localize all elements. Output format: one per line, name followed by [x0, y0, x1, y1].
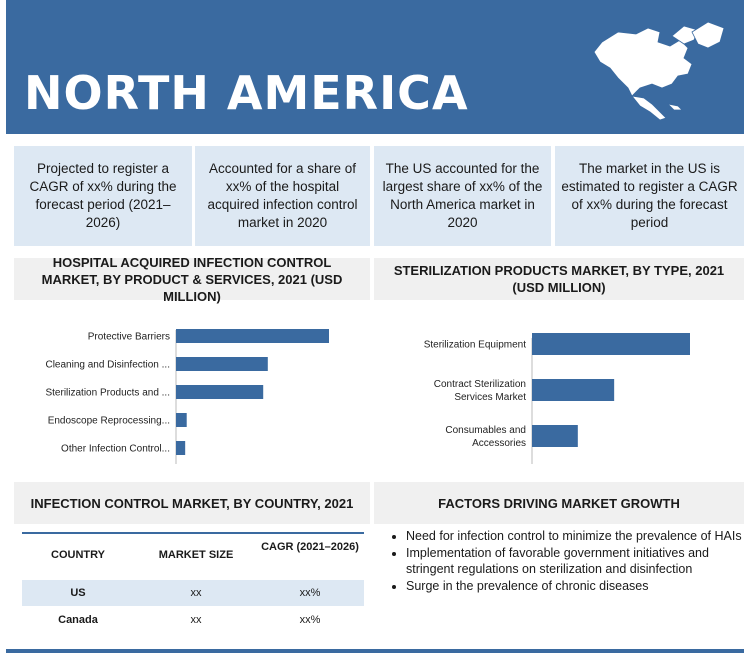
page-title: NORTH AMERICA	[24, 66, 469, 120]
chart-category-label: Other Infection Control...	[61, 444, 170, 455]
sterilization-type-bar-chart: Sterilization Equipment Contract Steriliz…	[424, 333, 690, 464]
factors-list: Need for infection control to minimize t…	[384, 528, 744, 594]
list-item: Implementation of favorable government i…	[406, 545, 744, 578]
chart-category-label: Accessories	[472, 438, 526, 449]
table-cell-country: Canada	[58, 614, 98, 626]
factors-title: FACTORS DRIVING MARKET GROWTH	[374, 482, 744, 524]
product-services-bar-chart: Protective Barriers Cleaning and Disinfec…	[45, 329, 329, 464]
highlight-box-share: Accounted for a share of xx% of the hosp…	[195, 146, 370, 246]
left-chart-title: HOSPITAL ACQUIRED INFECTION CONTROL MARK…	[14, 255, 370, 304]
chart-bar	[532, 425, 578, 447]
table-header-country: COUNTRY	[51, 549, 105, 561]
chart-bar	[176, 413, 187, 427]
table-title: INFECTION CONTROL MARKET, BY COUNTRY, 20…	[14, 482, 370, 524]
highlight-box-us-share: The US accounted for the largest share o…	[374, 146, 551, 246]
chart-bar	[176, 441, 186, 455]
highlight-text: Projected to register a CAGR of xx% duri…	[29, 161, 177, 230]
list-item: Need for infection control to minimize t…	[406, 528, 744, 545]
chart-category-label: Sterilization Products and ...	[45, 388, 170, 399]
table-cell-market-size: xx	[190, 614, 202, 626]
table-cell-cagr: xx%	[299, 587, 321, 599]
chart-category-label: Consumables and	[445, 425, 526, 436]
chart-category-label: Contract Sterilization	[434, 379, 526, 390]
chart-bar	[176, 329, 329, 343]
table-top-rule	[22, 532, 364, 534]
chart-category-label: Sterilization Equipment	[424, 340, 526, 351]
chart-category-label: Cleaning and Disinfection ...	[45, 360, 170, 371]
table-cell-cagr: xx%	[299, 614, 321, 626]
factors-list-container: Need for infection control to minimize t…	[384, 528, 744, 594]
table-cell-market-size: xx	[190, 587, 202, 599]
highlight-text: The market in the US is estimated to reg…	[561, 161, 738, 230]
footer-rule	[6, 649, 744, 653]
list-item: Surge in the prevalence of chronic disea…	[406, 578, 744, 595]
chart-bar	[532, 379, 615, 401]
highlight-text: Accounted for a share of xx% of the hosp…	[207, 161, 358, 230]
chart-category-label: Services Market	[454, 392, 526, 403]
table-cell-country: US	[70, 587, 86, 599]
table-row	[22, 580, 364, 606]
highlight-box-us-cagr: The market in the US is estimated to reg…	[555, 146, 744, 246]
chart-category-label: Protective Barriers	[88, 332, 170, 343]
chart-category-label: Endoscope Reprocessing...	[48, 416, 170, 427]
table-header-market-size: MARKET SIZE	[158, 549, 234, 561]
table-header-cagr: CAGR (2021–2026)	[261, 541, 359, 553]
chart-bar	[176, 385, 264, 399]
highlight-text: The US accounted for the largest share o…	[382, 161, 543, 230]
chart-bar	[176, 357, 268, 371]
right-chart-title: STERILIZATION PRODUCTS MARKET, BY TYPE, …	[374, 258, 744, 300]
table-row	[22, 608, 364, 634]
north-america-map-icon	[593, 21, 725, 121]
chart-bar	[532, 333, 690, 355]
highlight-box-cagr: Projected to register a CAGR of xx% duri…	[14, 146, 192, 246]
